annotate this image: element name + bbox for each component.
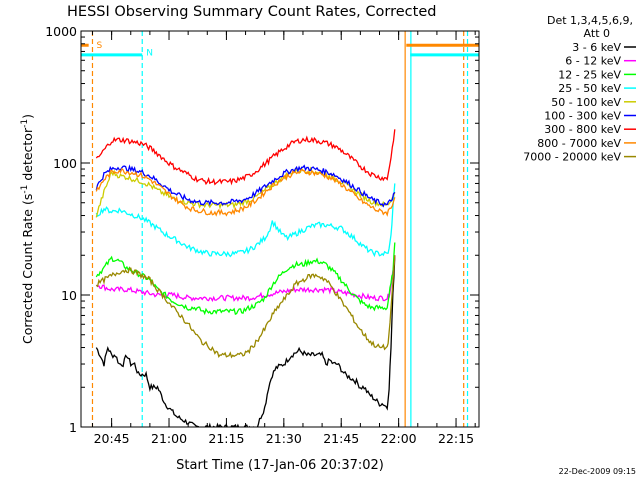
annotation-s: S: [96, 41, 102, 51]
legend-header-line1: Det 1,3,4,5,6,9,: [547, 14, 633, 27]
series-line-2: [95, 242, 396, 316]
footer-timestamp: 22-Dec-2009 09:15: [559, 467, 636, 476]
x-tick-label: 21:30: [266, 431, 302, 446]
series-line-7: [95, 167, 396, 217]
legend-label: 6 - 12 keV: [565, 55, 621, 68]
series-line-0: [95, 255, 396, 427]
x-tick-label: 22:00: [381, 431, 417, 446]
plot-area: SN: [81, 31, 479, 427]
data-layer: SN: [81, 31, 479, 427]
legend-label: 3 - 6 keV: [572, 41, 621, 54]
x-axis-label: Start Time (17-Jan-06 20:37:02): [176, 458, 384, 473]
legend-label: 12 - 25 keV: [558, 68, 621, 81]
x-tick-label: 21:15: [208, 431, 244, 446]
y-axis-label: Corrected Count Rate (s-1 detector-1): [20, 114, 35, 344]
series-line-8: [95, 255, 396, 359]
series-line-1: [95, 255, 396, 303]
x-tick-label: 21:00: [151, 431, 187, 446]
x-axis: 20:45 21:00 21:15 21:30 21:45 22:00 22:15: [91, 31, 476, 446]
y-tick-label: 1: [69, 420, 77, 435]
legend-header-line2: Att 0: [584, 27, 610, 40]
legend-label: 25 - 50 keV: [558, 82, 621, 95]
chart-title: HESSI Observing Summary Count Rates, Cor…: [67, 4, 436, 20]
series-line-6: [95, 129, 396, 186]
legend-label: 300 - 800 keV: [544, 123, 621, 136]
x-tick-label: 22:15: [438, 431, 474, 446]
x-tick-label: 21:45: [323, 431, 359, 446]
legend-label: 800 - 7000 keV: [537, 137, 621, 150]
y-tick-label: 10: [61, 288, 77, 303]
annotation-n: N: [146, 48, 153, 58]
y-axis: 1 10 100 1000: [45, 24, 479, 435]
legend-label: 50 - 100 keV: [551, 96, 621, 109]
x-tick-label: 20:45: [94, 431, 130, 446]
series-line-3: [95, 183, 396, 258]
y-tick-label: 1000: [45, 24, 77, 39]
y-tick-label: 100: [53, 156, 77, 171]
legend-label: 7000 - 20000 keV: [523, 151, 621, 164]
legend-label: 100 - 300 keV: [544, 110, 621, 123]
plot-frame: [80, 30, 480, 428]
